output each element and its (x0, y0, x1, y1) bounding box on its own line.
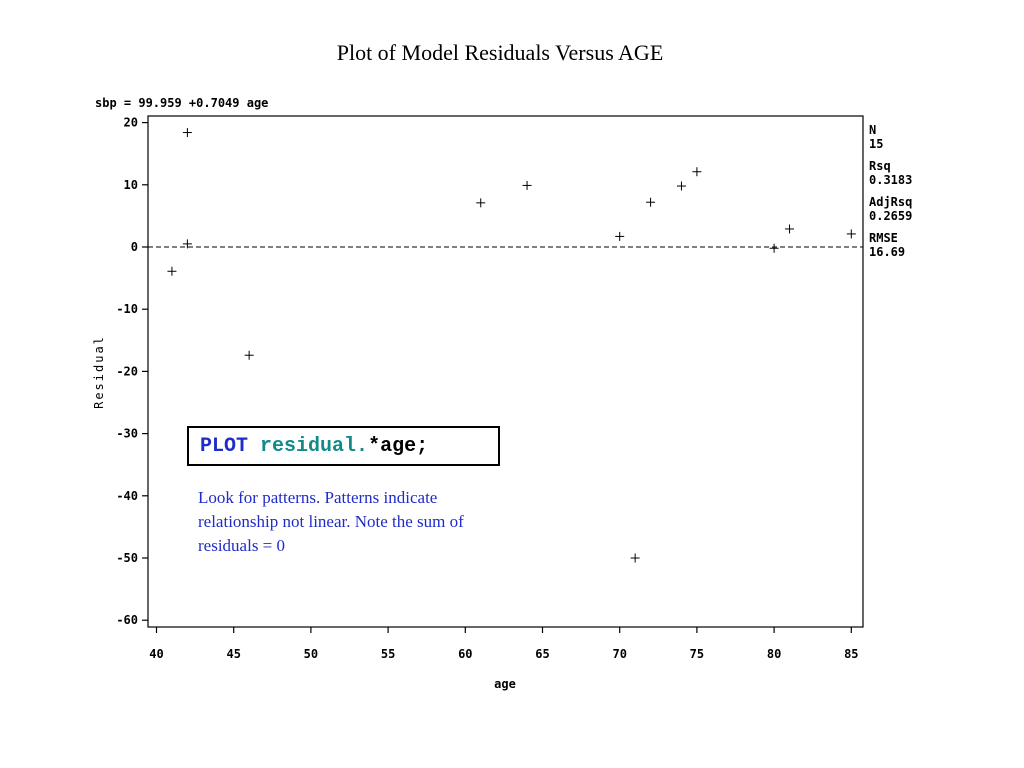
y-tick-label: -20 (116, 364, 138, 378)
stat-value: 15 (869, 137, 883, 151)
data-point (615, 231, 625, 241)
y-tick-label: -10 (116, 302, 138, 316)
x-tick-label: 85 (844, 647, 858, 661)
x-tick-label: 60 (458, 647, 472, 661)
y-axis: 20 10 0 -10 -20 -30 -40 -50 -60 (116, 116, 148, 627)
data-point (522, 180, 532, 190)
data-point (182, 239, 192, 249)
x-tick-label: 65 (535, 647, 549, 661)
x-tick-label: 55 (381, 647, 395, 661)
y-tick-label: -40 (116, 489, 138, 503)
code-keyword: PLOT (200, 434, 249, 458)
data-point (630, 553, 640, 563)
y-tick-label: -50 (116, 551, 138, 565)
y-tick-label: -30 (116, 427, 138, 441)
x-tick-label: 80 (767, 647, 781, 661)
code-rest: *age; (368, 434, 429, 458)
stat-label: RMSE (869, 231, 898, 245)
x-tick-label: 40 (149, 647, 163, 661)
data-point (676, 181, 686, 191)
stat-label: N (869, 123, 876, 137)
data-point (785, 224, 795, 234)
data-point (646, 197, 656, 207)
chart-title: Plot of Model Residuals Versus AGE (336, 40, 664, 65)
y-axis-label: Residual (92, 335, 106, 409)
x-tick-label: 50 (304, 647, 318, 661)
stat-label: Rsq (869, 159, 891, 173)
y-tick-label: 0 (131, 240, 138, 254)
stat-value: 16.69 (869, 245, 905, 259)
data-point (167, 266, 177, 276)
data-point (846, 229, 856, 239)
x-tick-label: 45 (226, 647, 240, 661)
x-axis: 40 45 50 55 60 65 70 75 80 85 (149, 627, 859, 661)
x-axis-label: age (494, 677, 516, 691)
data-point (692, 167, 702, 177)
x-tick-label: 70 (612, 647, 626, 661)
y-tick-label: 20 (124, 116, 138, 130)
x-tick-label: 75 (690, 647, 704, 661)
regression-equation: sbp = 99.959 +0.7049 age (95, 96, 268, 110)
data-point (182, 128, 192, 138)
code-variable: residual. (260, 434, 369, 458)
data-point (769, 243, 779, 253)
data-point (476, 198, 486, 208)
y-tick-label: 10 (124, 178, 138, 192)
stat-value: 0.2659 (869, 209, 912, 223)
stat-value: 0.3183 (869, 173, 912, 187)
stat-label: AdjRsq (869, 195, 912, 209)
annotation-note: Look for patterns. Patterns indicate rel… (198, 488, 464, 555)
data-points (167, 128, 856, 563)
data-point (244, 350, 254, 360)
y-tick-label: -60 (116, 613, 138, 627)
code-box: PLOT residual. *age; (187, 426, 500, 466)
